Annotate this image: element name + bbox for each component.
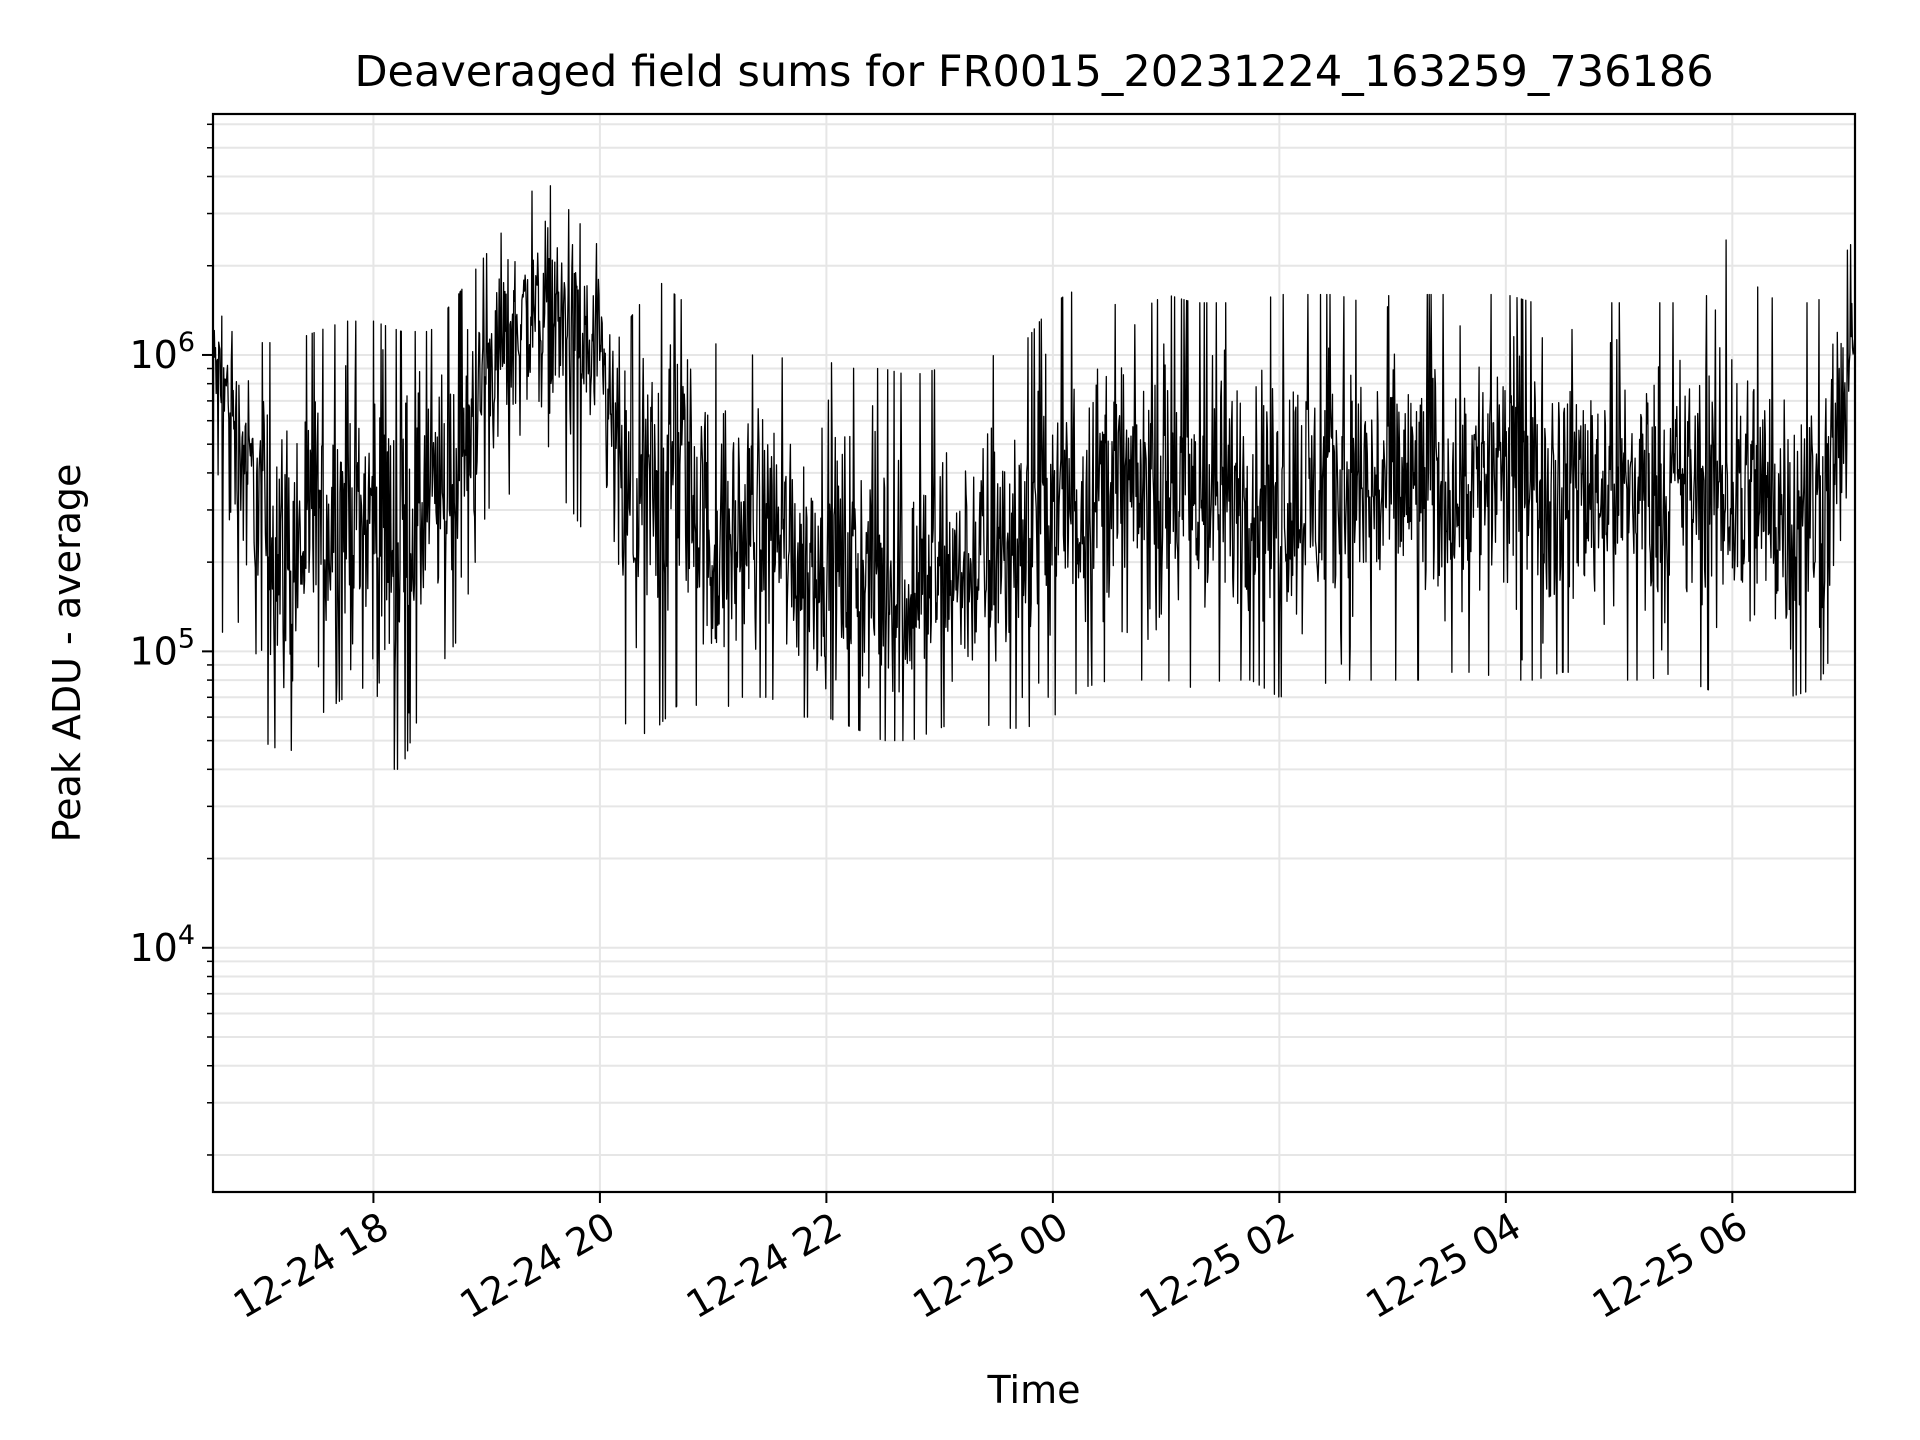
grid-lines — [213, 114, 1855, 1192]
y-tick-label-exponent: 5 — [178, 623, 195, 654]
y-tick-label-exponent: 6 — [178, 327, 195, 358]
y-tick-label: 105 — [129, 623, 195, 673]
plot-area — [213, 185, 1855, 859]
x-axis-label: Time — [987, 1368, 1081, 1412]
y-tick-label: 106 — [129, 327, 195, 377]
y-tick-label: 104 — [129, 920, 195, 970]
chart-title: Deaveraged field sums for FR0015_2023122… — [354, 47, 1713, 97]
y-tick-label-base: 10 — [129, 629, 177, 673]
series-line-group — [213, 185, 1855, 859]
series-line — [213, 185, 1855, 859]
y-tick-label-base: 10 — [129, 926, 177, 970]
y-tick-label-base: 10 — [129, 333, 177, 377]
y-tick-label-exponent: 4 — [178, 920, 195, 951]
plot-frame — [211, 112, 1857, 1194]
y-axis-label: Peak ADU - average — [45, 464, 89, 843]
